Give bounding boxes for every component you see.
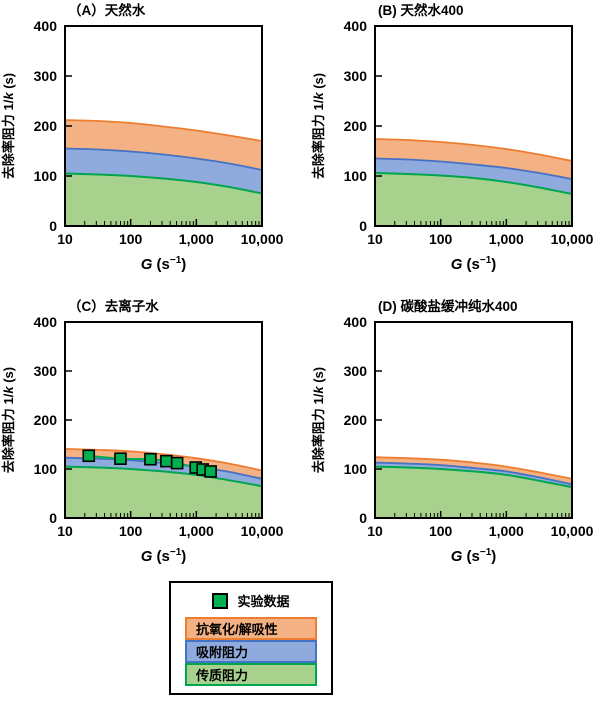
legend-label-antioxidation: 抗氧化/解吸性	[196, 622, 278, 637]
x-tick-label: 100	[119, 231, 143, 247]
area-adsorption-border	[374, 461, 573, 486]
area-mass-transfer	[65, 466, 262, 518]
x-axis-title: G (s−1)	[141, 547, 187, 565]
area-antioxidation-border	[374, 456, 573, 480]
area-adsorption	[65, 148, 262, 194]
x-axis-title: G (s−1)	[451, 547, 497, 565]
legend-item-antioxidation: 抗氧化/解吸性	[185, 617, 317, 640]
experimental-point	[170, 456, 184, 470]
experimental-point	[144, 452, 157, 466]
y-tick-label: 400	[344, 18, 368, 34]
x-tick-label: 10,000	[241, 523, 284, 539]
y-tick-label: 200	[344, 412, 368, 428]
experimental-point	[204, 465, 217, 478]
legend-item-mass-transfer: 传质阻力	[185, 663, 317, 686]
x-tick-label: 100	[119, 523, 143, 539]
area-mass-transfer-border	[64, 465, 263, 488]
x-tick-label: 1,000	[179, 231, 214, 247]
x-tick-label: 1,000	[489, 523, 524, 539]
y-tick-label: 0	[359, 510, 367, 526]
panel-a: 0 100 200 300 400 10 100 1,000 10,000 G (s−1) 去除率阻…	[0, 0, 300, 290]
y-axis-title: 去除率阻力 1/k (s)	[311, 367, 326, 473]
y-tick-label: 400	[344, 314, 368, 330]
x-tick-label: 10	[57, 231, 73, 247]
panel-c: 0 100 200 300 400 10 100 1,000 10,000 G (s−1) 去除率阻…	[0, 290, 300, 581]
panel-b-chart: 0 100 200 300 400 10 100 1,000 10,000 G (s−1) 去除率阻…	[311, 2, 594, 273]
y-tick-label: 300	[34, 363, 58, 379]
x-tick-label: 1,000	[489, 231, 524, 247]
legend-label-adsorption: 吸附阻力	[196, 645, 249, 660]
axis-frame	[64, 25, 263, 227]
area-mass-transfer	[65, 173, 262, 226]
y-tick-label: 0	[359, 218, 367, 234]
x-tick-label: 100	[429, 523, 453, 539]
experimental-point	[114, 452, 127, 466]
y-tick-label: 400	[34, 18, 58, 34]
area-mass-transfer-border	[374, 465, 573, 489]
area-adsorption-border	[64, 147, 263, 171]
x-tick-label: 100	[429, 231, 453, 247]
area-mass-transfer-border	[374, 172, 573, 195]
panel-title: （A）天然水	[68, 2, 146, 18]
y-tick-label: 100	[344, 168, 368, 184]
y-tick-label: 100	[344, 461, 368, 477]
y-tick-label: 300	[344, 363, 368, 379]
panel-c-chart: 0 100 200 300 400 10 100 1,000 10,000 G (s−1) 去除率阻…	[1, 298, 284, 565]
y-tick-label: 300	[34, 68, 58, 84]
y-axis-title: 去除率阻力 1/k (s)	[311, 73, 326, 179]
panel-b: 0 100 200 300 400 10 100 1,000 10,000 G (s−1) 去除率阻…	[310, 0, 600, 290]
y-tick-label: 300	[344, 68, 368, 84]
area-mass-transfer	[375, 173, 572, 226]
area-antioxidation-border	[64, 119, 263, 142]
legend-item-adsorption: 吸附阻力	[185, 640, 317, 663]
y-tick-label: 100	[34, 461, 58, 477]
area-antioxidation	[65, 120, 262, 170]
legend: 实验数据 抗氧化/解吸性 吸附阻力 传质阻力	[169, 581, 333, 695]
legend-label-experimental-data: 实验数据	[237, 594, 290, 609]
y-tick-label: 0	[49, 510, 57, 526]
axis-frame	[374, 321, 573, 519]
area-adsorption	[375, 158, 572, 194]
area-antioxidation	[375, 139, 572, 179]
y-tick-label: 0	[49, 218, 57, 234]
x-tick-label: 10,000	[551, 231, 594, 247]
x-axis-title: G (s−1)	[451, 255, 497, 273]
y-axis-title: 去除率阻力 1/k (s)	[1, 367, 16, 473]
area-antioxidation-border	[374, 138, 573, 162]
x-tick-label: 10	[367, 231, 383, 247]
legend-label-mass-transfer: 传质阻力	[196, 668, 249, 683]
axis-frame	[374, 25, 573, 227]
area-adsorption-border	[374, 157, 573, 180]
y-tick-label: 200	[34, 412, 58, 428]
y-tick-label: 200	[34, 118, 58, 134]
y-tick-label: 400	[34, 314, 58, 330]
area-mass-transfer	[375, 466, 572, 518]
panel-title: (B) 天然水400	[378, 2, 464, 18]
x-tick-label: 10,000	[241, 231, 284, 247]
panel-title: (D) 碳酸盐缓冲纯水400	[378, 298, 518, 314]
x-tick-label: 1,000	[179, 523, 214, 539]
experimental-point	[82, 449, 96, 463]
panel-d: 0 100 200 300 400 10 100 1,000 10,000 G (s−1) 去除率阻…	[310, 290, 600, 581]
x-tick-label: 10,000	[551, 523, 594, 539]
y-tick-label: 100	[34, 168, 58, 184]
legend-item-experimental-data: 实验数据	[185, 591, 317, 610]
y-tick-label: 200	[344, 118, 368, 134]
area-antioxidation-border	[64, 448, 263, 472]
x-tick-label: 10	[57, 523, 73, 539]
area-mass-transfer-border	[64, 172, 263, 195]
x-tick-label: 10	[367, 523, 383, 539]
y-axis-title: 去除率阻力 1/k (s)	[1, 73, 16, 179]
panel-title: （C）去离子水	[68, 298, 159, 314]
panel-a-chart: 0 100 200 300 400 10 100 1,000 10,000 G (s−1) 去除率阻…	[1, 2, 284, 273]
axis-frame	[64, 321, 263, 519]
experimental-point	[160, 454, 173, 468]
x-axis-title: G (s−1)	[141, 255, 187, 273]
experimental-data-marker-icon	[212, 592, 229, 609]
area-adsorption	[375, 462, 572, 488]
panel-d-chart: 0 100 200 300 400 10 100 1,000 10,000 G (s−1) 去除率阻…	[311, 298, 594, 565]
